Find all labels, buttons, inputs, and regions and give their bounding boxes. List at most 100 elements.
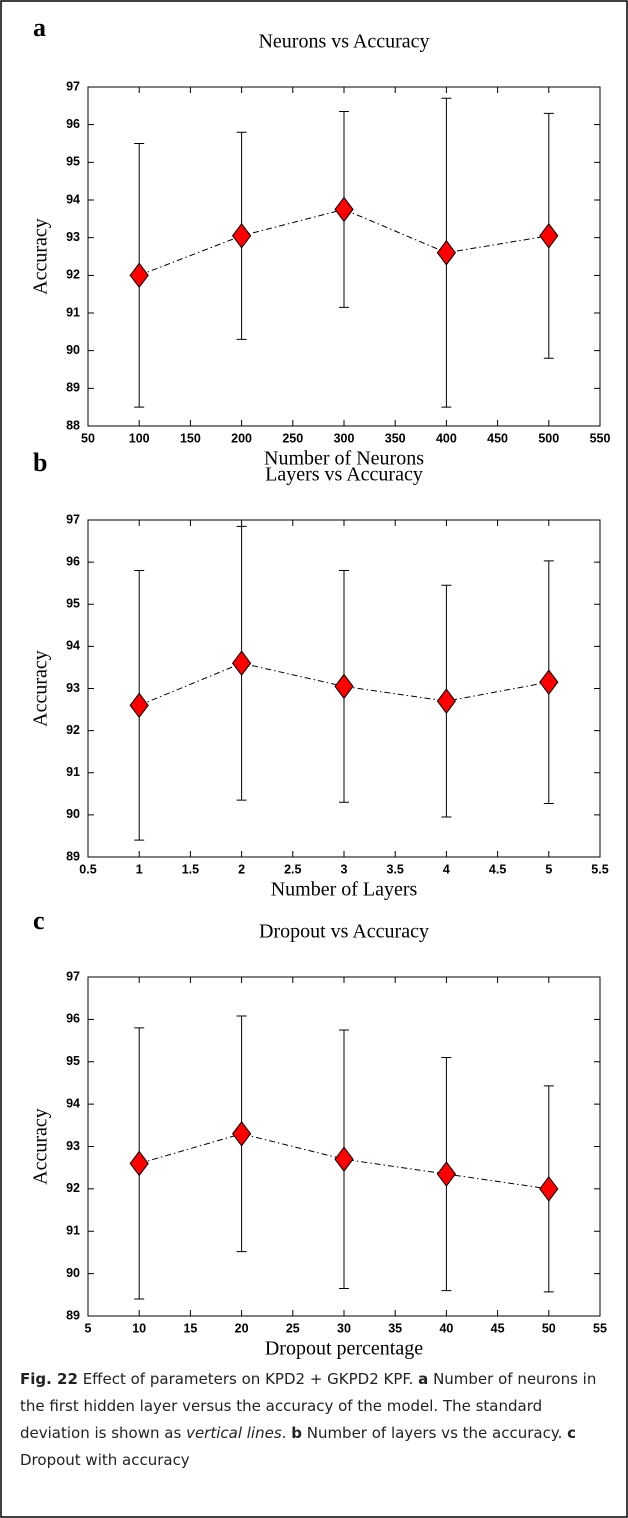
x-axis-label: Dropout percentage xyxy=(265,1338,423,1360)
data-point xyxy=(231,1120,252,1147)
data-point xyxy=(436,1161,457,1187)
caption-text: Number of neurons in the first hidden la… xyxy=(20,1370,597,1442)
y-tick-label: 93 xyxy=(66,681,80,695)
x-tick-label: 250 xyxy=(282,431,303,445)
y-tick-label: 91 xyxy=(66,1224,80,1238)
y-tick-label: 90 xyxy=(66,807,80,821)
x-tick-label: 450 xyxy=(487,431,508,445)
caption-label: Fig. 22 xyxy=(20,1370,78,1388)
x-tick-label: 200 xyxy=(231,431,252,445)
data-point xyxy=(539,669,559,696)
y-axis-label: Accuracy xyxy=(30,218,52,295)
x-tick-label: 3.5 xyxy=(387,862,404,876)
x-tick-label: 50 xyxy=(81,431,95,445)
x-tick-label: 500 xyxy=(538,431,559,445)
caption-panel: a xyxy=(418,1370,429,1388)
caption-panel: b xyxy=(291,1424,302,1442)
caption: Fig. 22 Effect of parameters on KPD2 + G… xyxy=(20,1366,612,1474)
y-tick-label: 89 xyxy=(66,381,80,395)
x-tick-label: 100 xyxy=(129,431,150,445)
x-tick-label: 30 xyxy=(337,1321,351,1335)
x-tick-label: 4 xyxy=(443,862,450,876)
x-tick-label: 10 xyxy=(132,1321,146,1335)
y-tick-label: 92 xyxy=(66,268,80,282)
y-tick-label: 94 xyxy=(66,639,80,653)
y-tick-label: 91 xyxy=(66,765,80,779)
y-tick-label: 94 xyxy=(66,192,80,206)
data-line xyxy=(139,208,549,276)
caption-text: Effect of parameters on KPD2 + GKPD2 KPF… xyxy=(77,1370,419,1388)
y-tick-label: 89 xyxy=(66,849,80,863)
x-tick-label: 5.5 xyxy=(591,862,608,876)
caption-emph: vertical lines xyxy=(186,1424,282,1442)
data-point xyxy=(539,222,559,249)
data-point xyxy=(129,262,149,289)
panel-label: c xyxy=(33,906,45,935)
x-tick-label: 15 xyxy=(183,1321,197,1335)
chart-title: Neurons vs Accuracy xyxy=(258,31,429,53)
x-tick-label: 0.5 xyxy=(79,862,96,876)
x-tick-label: 550 xyxy=(590,431,611,445)
caption-text: Dropout with accuracy xyxy=(20,1451,190,1469)
y-tick-label: 90 xyxy=(66,1266,80,1280)
x-tick-label: 25 xyxy=(286,1321,300,1335)
data-point xyxy=(436,688,457,714)
x-tick-label: 3 xyxy=(341,862,348,876)
x-tick-label: 1 xyxy=(136,862,143,876)
data-line xyxy=(139,662,549,706)
y-tick-label: 88 xyxy=(66,418,80,432)
x-axis-label: Number of Layers xyxy=(271,879,418,901)
y-tick-label: 96 xyxy=(66,117,80,131)
chart-title: Layers vs Accuracy xyxy=(265,464,423,486)
x-tick-label: 55 xyxy=(593,1321,607,1335)
x-tick-label: 35 xyxy=(388,1321,402,1335)
y-tick-label: 89 xyxy=(66,1308,80,1322)
x-tick-label: 45 xyxy=(491,1321,505,1335)
y-tick-label: 96 xyxy=(66,554,80,568)
data-point xyxy=(129,1150,149,1177)
y-axis-label: Accuracy xyxy=(30,650,52,727)
y-tick-label: 93 xyxy=(66,1139,80,1153)
y-tick-label: 94 xyxy=(66,1096,80,1110)
chart-title: Dropout vs Accuracy xyxy=(259,921,429,943)
data-point xyxy=(231,650,252,677)
x-tick-label: 2.5 xyxy=(284,862,301,876)
x-tick-label: 350 xyxy=(385,431,406,445)
caption-text: Number of layers vs the accuracy. xyxy=(301,1424,568,1442)
x-tick-label: 5 xyxy=(85,1321,92,1335)
x-tick-label: 50 xyxy=(542,1321,556,1335)
y-tick-label: 95 xyxy=(66,597,80,611)
data-point xyxy=(129,692,149,719)
y-tick-label: 91 xyxy=(66,305,80,319)
panel-label: b xyxy=(33,448,47,477)
x-axis-label: Number of Neurons xyxy=(264,448,424,470)
y-tick-label: 90 xyxy=(66,343,80,357)
y-tick-label: 93 xyxy=(66,230,80,244)
x-tick-label: 20 xyxy=(235,1321,249,1335)
y-tick-label: 92 xyxy=(66,1181,80,1195)
x-tick-label: 2 xyxy=(238,862,245,876)
caption-panel: c xyxy=(567,1424,577,1442)
data-point xyxy=(231,222,252,249)
x-tick-label: 300 xyxy=(334,431,355,445)
y-tick-label: 96 xyxy=(66,1012,80,1026)
data-point xyxy=(334,196,354,223)
x-tick-label: 5 xyxy=(545,862,552,876)
y-tick-label: 95 xyxy=(66,155,80,169)
x-tick-label: 4.5 xyxy=(489,862,506,876)
x-tick-label: 400 xyxy=(436,431,457,445)
data-point xyxy=(334,1146,354,1173)
x-tick-label: 40 xyxy=(439,1321,453,1335)
panel-label: a xyxy=(33,13,46,42)
x-tick-label: 150 xyxy=(180,431,201,445)
y-tick-label: 92 xyxy=(66,723,80,737)
data-point xyxy=(334,673,354,700)
y-tick-label: 97 xyxy=(66,512,80,526)
y-tick-label: 95 xyxy=(66,1054,80,1068)
data-point xyxy=(539,1176,559,1202)
x-tick-label: 1.5 xyxy=(182,862,199,876)
y-tick-label: 97 xyxy=(66,969,80,983)
